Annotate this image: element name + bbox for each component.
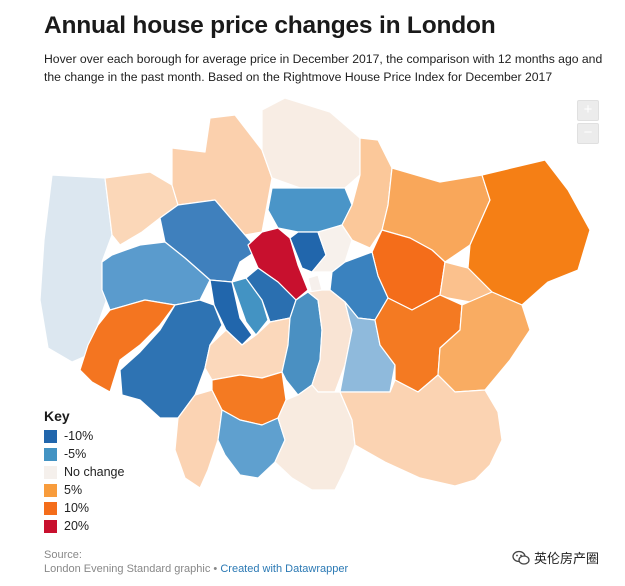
borough-kingston[interactable]: Kingston upon Thames: [174, 389, 223, 489]
source-label: Source:: [44, 549, 82, 561]
borough-croydon[interactable]: Croydon: [274, 384, 356, 491]
london-borough-map: Hillingdon Harrow Barnet Enfield Brent H…: [39, 97, 591, 491]
legend-item-plus-10: 10%: [44, 499, 184, 517]
chart-subtitle: Hover over each borough for average pric…: [44, 52, 603, 84]
borough-hammersmith[interactable]: Hammersmith and Fulham: [209, 279, 253, 346]
wechat-icon: [512, 550, 530, 565]
legend-swatch: [44, 501, 57, 515]
source-note: Source: London Evening Standard graphic …: [44, 548, 348, 576]
chart-title: Annual house price changes in London: [44, 12, 496, 39]
legend-item-minus-10: -10%: [44, 427, 184, 445]
legend-label: -10%: [64, 429, 94, 443]
legend-swatch: [44, 519, 57, 533]
zoom-in-button[interactable]: +: [577, 100, 599, 121]
legend-label: 20%: [64, 519, 90, 533]
source-separator: •: [213, 563, 218, 575]
datawrapper-link[interactable]: Created with Datawrapper: [220, 563, 349, 575]
legend-title: Key: [44, 408, 70, 424]
borough-havering[interactable]: Havering: [467, 159, 591, 306]
map-legend: Key -10% -5% No change 5% 10% 20%: [44, 408, 184, 535]
legend-label: No change: [64, 465, 125, 479]
legend-swatch: [44, 447, 57, 461]
zoom-out-button[interactable]: −: [577, 123, 599, 144]
legend-item-no-change: No change: [44, 463, 184, 481]
legend-label: 5%: [64, 483, 83, 497]
borough-enfield[interactable]: Enfield: [261, 97, 361, 189]
legend-swatch: [44, 429, 57, 443]
legend-swatch: [44, 465, 57, 479]
wechat-watermark: 英伦房产圈: [512, 548, 599, 567]
legend-item-plus-20: 20%: [44, 517, 184, 535]
borough-waltham-forest[interactable]: Waltham Forest: [341, 137, 393, 249]
borough-bromley[interactable]: Bromley: [339, 374, 503, 487]
legend-label: -5%: [64, 447, 87, 461]
source-text: London Evening Standard graphic: [44, 563, 211, 575]
legend-swatch: [44, 483, 57, 497]
legend-label: 10%: [64, 501, 90, 515]
legend-item-minus-5: -5%: [44, 445, 184, 463]
watermark-text: 英伦房产圈: [534, 551, 600, 566]
borough-hounslow[interactable]: Hounslow: [79, 299, 176, 393]
legend-item-plus-5: 5%: [44, 481, 184, 499]
